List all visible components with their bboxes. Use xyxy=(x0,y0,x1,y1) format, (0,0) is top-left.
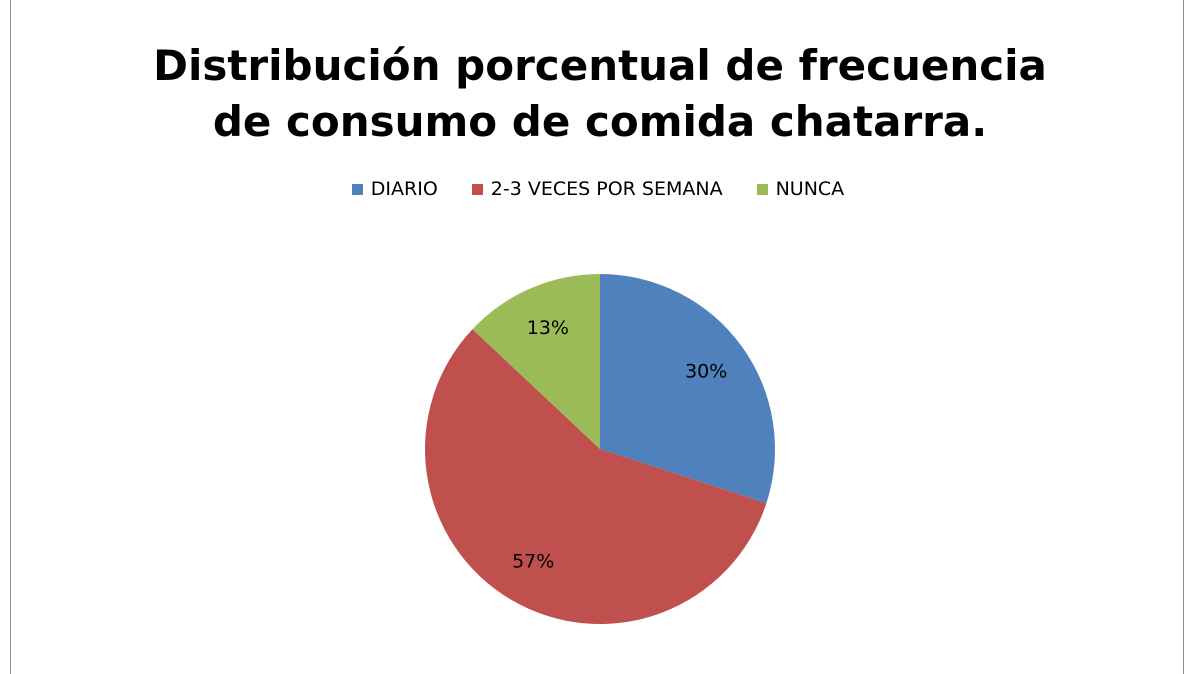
legend-swatch xyxy=(471,183,483,195)
legend: DIARIO 2-3 VECES POR SEMANA NUNCA xyxy=(0,178,1196,200)
data-label: 30% xyxy=(685,360,727,382)
legend-item: 2-3 VECES POR SEMANA xyxy=(471,178,723,200)
legend-item: NUNCA xyxy=(756,178,845,200)
chart-title: Distribución porcentual de frecuencia de… xyxy=(153,41,1047,146)
pie-slice xyxy=(472,274,600,449)
legend-swatch xyxy=(351,183,363,195)
legend-label: NUNCA xyxy=(775,178,845,200)
pie-slice xyxy=(424,329,767,624)
legend-label: 2-3 VECES POR SEMANA xyxy=(490,178,723,200)
legend-label: DIARIO xyxy=(370,178,438,200)
legend-item: DIARIO xyxy=(351,178,438,200)
data-label: 57% xyxy=(512,550,554,572)
pie-slice xyxy=(600,274,776,504)
data-label: 13% xyxy=(527,317,569,339)
chart-frame xyxy=(10,0,1184,674)
legend-swatch xyxy=(756,183,768,195)
